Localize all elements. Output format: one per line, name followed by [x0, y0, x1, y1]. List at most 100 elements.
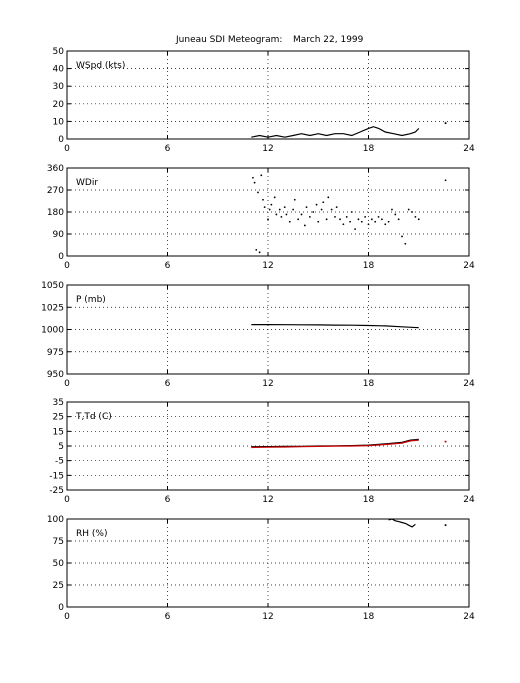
y-tick-label: 25: [53, 413, 64, 423]
data-point: [387, 220, 390, 223]
data-point: [253, 181, 256, 184]
panel-label-rh: RH (%): [76, 529, 107, 539]
x-tick-label: 18: [363, 612, 375, 622]
data-point: [377, 215, 380, 218]
x-tick-label: 0: [64, 612, 70, 622]
data-point: [370, 218, 373, 221]
data-point: [330, 208, 333, 211]
data-point: [384, 223, 387, 226]
panel-label-wdir: WDir: [76, 178, 98, 188]
panel-label-wspd: WSpd (kts): [76, 61, 125, 71]
x-tick-label: 12: [262, 144, 273, 154]
data-point: [407, 208, 410, 211]
data-point: [320, 208, 323, 211]
y-tick-label: 75: [53, 537, 64, 547]
y-tick-label: 50: [53, 47, 65, 57]
data-point: [317, 220, 320, 223]
data-point: [315, 203, 318, 206]
data-point: [394, 213, 397, 216]
data-point: [444, 179, 447, 182]
data-point: [367, 223, 370, 226]
x-tick-label: 0: [64, 379, 70, 389]
data-point: [381, 218, 383, 221]
chart-panel-wdir: 0 6 12 18 24 0 90 180 270 360 WDir: [47, 164, 475, 271]
y-tick-label: 40: [53, 65, 65, 75]
data-point: [257, 191, 259, 194]
x-tick-label: 6: [165, 144, 171, 154]
data-point: [255, 248, 258, 251]
y-tick-label: -5: [55, 457, 64, 467]
y-tick-label: 270: [47, 186, 64, 196]
y-tick-label: 30: [53, 82, 65, 92]
data-point: [417, 218, 420, 221]
data-point: [364, 215, 367, 218]
data-point: [300, 213, 303, 216]
isolated-point: [444, 122, 447, 125]
x-tick-label: 6: [165, 612, 171, 622]
data-point: [308, 215, 311, 218]
chart-panel-pressure: 0 6 12 18 24 950 975 1000 1025 1050 P (mb): [41, 281, 475, 389]
data-point: [275, 213, 278, 216]
data-point: [268, 208, 271, 211]
x-tick-label: 0: [64, 144, 70, 154]
y-tick-label: 1025: [41, 303, 64, 313]
x-tick-label: 18: [363, 495, 375, 505]
data-point: [327, 196, 330, 199]
isolated-point: [444, 524, 447, 527]
y-tick-label: 0: [58, 252, 64, 262]
data-point: [411, 211, 413, 213]
x-tick-label: 24: [463, 261, 475, 271]
series-line: [251, 439, 419, 449]
data-point: [293, 198, 296, 201]
isolated-point: [444, 440, 447, 443]
x-tick-label: 6: [165, 379, 171, 389]
data-point: [278, 208, 281, 211]
x-tick-label: 12: [262, 261, 273, 271]
data-point: [258, 251, 261, 254]
data-point: [397, 218, 400, 221]
data-point: [303, 224, 306, 227]
data-point: [292, 208, 295, 211]
x-tick-label: 0: [64, 261, 70, 271]
x-tick-label: 12: [262, 379, 273, 389]
data-point: [349, 220, 351, 223]
data-point: [354, 228, 356, 231]
y-tick-label: 5: [58, 442, 64, 452]
y-tick-label: 50: [53, 559, 65, 569]
data-point: [339, 218, 341, 221]
data-point: [267, 218, 269, 221]
data-point: [273, 196, 276, 199]
chart-panel-rh: 0 6 12 18 24 0 25 50 75 100 RH (%): [47, 515, 475, 622]
data-point: [283, 206, 286, 209]
data-point: [270, 203, 273, 206]
y-tick-label: 0: [58, 603, 64, 613]
panel-label-pressure: P (mb): [76, 295, 106, 305]
data-point: [374, 220, 377, 223]
x-tick-label: 18: [363, 379, 375, 389]
x-tick-label: 24: [463, 379, 475, 389]
y-tick-label: 15: [53, 427, 64, 437]
y-tick-label: 1000: [41, 326, 64, 336]
y-tick-label: 975: [47, 348, 64, 358]
data-point: [288, 220, 291, 223]
x-tick-label: 12: [262, 612, 273, 622]
data-point: [322, 201, 325, 204]
data-point: [401, 235, 403, 238]
x-tick-label: 6: [165, 261, 171, 271]
series-line: [251, 126, 420, 138]
y-tick-label: 360: [47, 164, 64, 174]
data-point: [357, 218, 360, 221]
chart-panel-temperature: 0 6 12 18 24 -25 -15 -5 5 15 25 35 T,Td (C): [49, 398, 475, 505]
figure-title-station: Juneau SDI Meteogram:: [175, 35, 282, 45]
y-tick-label: 1050: [41, 281, 64, 291]
figure-title-date: March 22, 1999: [293, 35, 364, 45]
x-tick-label: 0: [64, 495, 70, 505]
x-tick-label: 18: [363, 144, 375, 154]
data-point: [335, 206, 338, 209]
data-point: [345, 215, 348, 218]
chart-panel-wspd: 0 6 12 18 24 0 10 20 30 40 50 WSpd (kts): [53, 47, 475, 154]
data-point: [404, 242, 407, 245]
data-point: [350, 211, 353, 213]
